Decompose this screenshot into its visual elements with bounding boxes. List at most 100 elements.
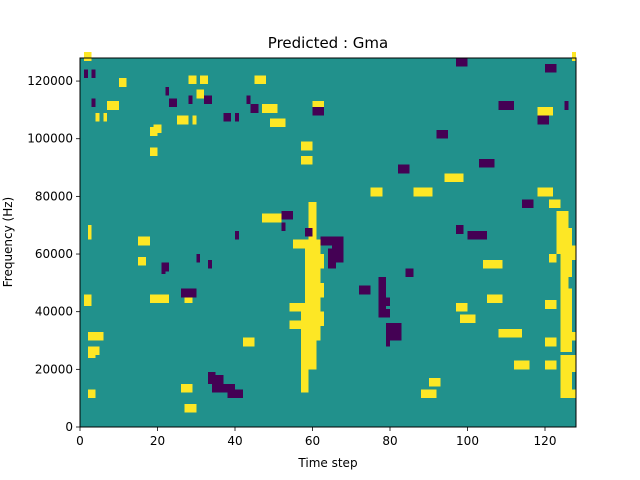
heatmap-cell-low [498, 101, 503, 110]
heatmap-band-low [378, 277, 387, 312]
heatmap-cell-low [382, 308, 387, 318]
heatmap-cell-high [269, 118, 274, 128]
heatmap-cell-low [184, 288, 189, 298]
heatmap-cell-low [537, 115, 542, 125]
heatmap-cell-high [200, 75, 205, 84]
heatmap-cell-high [304, 156, 309, 165]
heatmap-cell-low [455, 225, 460, 234]
heatmap-cell-high [564, 274, 569, 283]
heatmap-cell-high [560, 383, 565, 393]
heatmap-cell-high [572, 251, 577, 260]
plot-area [79, 52, 577, 428]
heatmap-cell-high [176, 115, 181, 125]
heatmap-cell-high [289, 320, 294, 329]
heatmap-cell-high [548, 107, 553, 116]
heatmap-cell-low [254, 104, 259, 113]
heatmap-cell-low [444, 130, 449, 139]
heatmap-cell-high [444, 173, 449, 182]
heatmap-cell-high [514, 360, 518, 370]
heatmap-cell-low [227, 383, 232, 393]
heatmap-cell-low [479, 230, 484, 240]
heatmap-cell-high [541, 107, 546, 116]
heatmap-cell-high [560, 268, 565, 278]
heatmap-cell-low [502, 101, 507, 110]
heatmap-cell-high [564, 343, 569, 353]
heatmap-cell-low [541, 115, 546, 125]
heatmap-cell-high [200, 89, 205, 99]
heatmap-cell-high [545, 337, 549, 347]
y-axis-label: Frequency (Hz) [1, 197, 15, 288]
heatmap-cell-high [548, 199, 553, 208]
heatmap-cell-high [308, 156, 313, 165]
heatmap-cell-low [405, 268, 410, 278]
heatmap-cell-high [560, 314, 565, 324]
heatmap-cell-high [122, 78, 127, 87]
x-tick-label: 100 [456, 434, 479, 448]
heatmap-cell-high [277, 118, 282, 128]
heatmap-cell-high [517, 328, 522, 338]
heatmap-cell-low [304, 228, 309, 237]
heatmap-cell-high [568, 228, 573, 237]
heatmap-cell-low [467, 230, 472, 240]
heatmap-cell-low [483, 158, 487, 168]
heatmap-cell-low [335, 245, 340, 255]
heatmap-cell-high [463, 314, 468, 324]
heatmap-cell-high [568, 354, 573, 364]
heatmap-cell-high [149, 127, 154, 136]
heatmap-cell-high [548, 360, 553, 370]
heatmap-cell-high [572, 354, 577, 364]
heatmap-cell-high [552, 300, 557, 309]
heatmap-cell-low [196, 254, 201, 263]
heatmap-cell-high [448, 173, 453, 182]
heatmap-cell-high [560, 369, 565, 378]
heatmap-cell-low [362, 285, 367, 295]
heatmap-cell-high [149, 147, 154, 157]
heatmap-cell-low [479, 158, 484, 168]
heatmap-cell-low [378, 297, 383, 306]
heatmap-cell-high [118, 78, 123, 87]
heatmap-cell-high [273, 104, 278, 113]
heatmap-cell-high [157, 294, 162, 304]
heatmap-cell-low [397, 323, 402, 332]
heatmap-cell-high [188, 403, 193, 413]
heatmap-cell-high [572, 363, 577, 373]
heatmap-cell-high [459, 303, 464, 312]
heatmap-cell-high [250, 337, 255, 347]
heatmap-band-high [308, 202, 317, 226]
heatmap-cell-high [95, 112, 100, 122]
heatmap-cell-high [91, 346, 96, 355]
heatmap-band-high [304, 340, 317, 370]
heatmap-cell-low [235, 389, 239, 399]
heatmap-cell-low [227, 389, 232, 399]
heatmap-cell-high [269, 104, 274, 113]
heatmap-cell-high [568, 251, 573, 260]
heatmap-cell-high [103, 112, 108, 122]
heatmap-cell-high [188, 383, 193, 393]
x-tick-label: 40 [227, 434, 242, 448]
heatmap-cell-high [548, 337, 553, 347]
heatmap-cell-high [467, 314, 472, 324]
heatmap-cell-low [165, 262, 170, 272]
heatmap-cells [83, 52, 577, 413]
heatmap-cell-high [111, 101, 115, 110]
heatmap-cell-low [390, 323, 394, 332]
heatmap-cell-high [486, 294, 491, 304]
heatmap-cell-high [568, 308, 573, 318]
heatmap-cell-low [235, 230, 239, 240]
heatmap-cell-low [235, 112, 239, 122]
heatmap-cell-high [490, 259, 495, 269]
heatmap-cell-high [568, 383, 573, 393]
heatmap-cell-high [502, 328, 507, 338]
x-axis-label: Time step [297, 456, 357, 470]
heatmap-cell-low [506, 101, 511, 110]
heatmap-cell-high [192, 403, 197, 413]
heatmap-cell-high [564, 337, 569, 347]
heatmap-cell-high [564, 331, 569, 341]
heatmap-cell-high [374, 187, 379, 197]
heatmap-cell-low [486, 158, 491, 168]
heatmap-cell-high [99, 331, 104, 341]
heatmap-cell-low [312, 107, 317, 116]
heatmap-cell-high [95, 346, 100, 355]
heatmap-cell-low [386, 323, 391, 332]
heatmap-cell-high [568, 377, 573, 387]
